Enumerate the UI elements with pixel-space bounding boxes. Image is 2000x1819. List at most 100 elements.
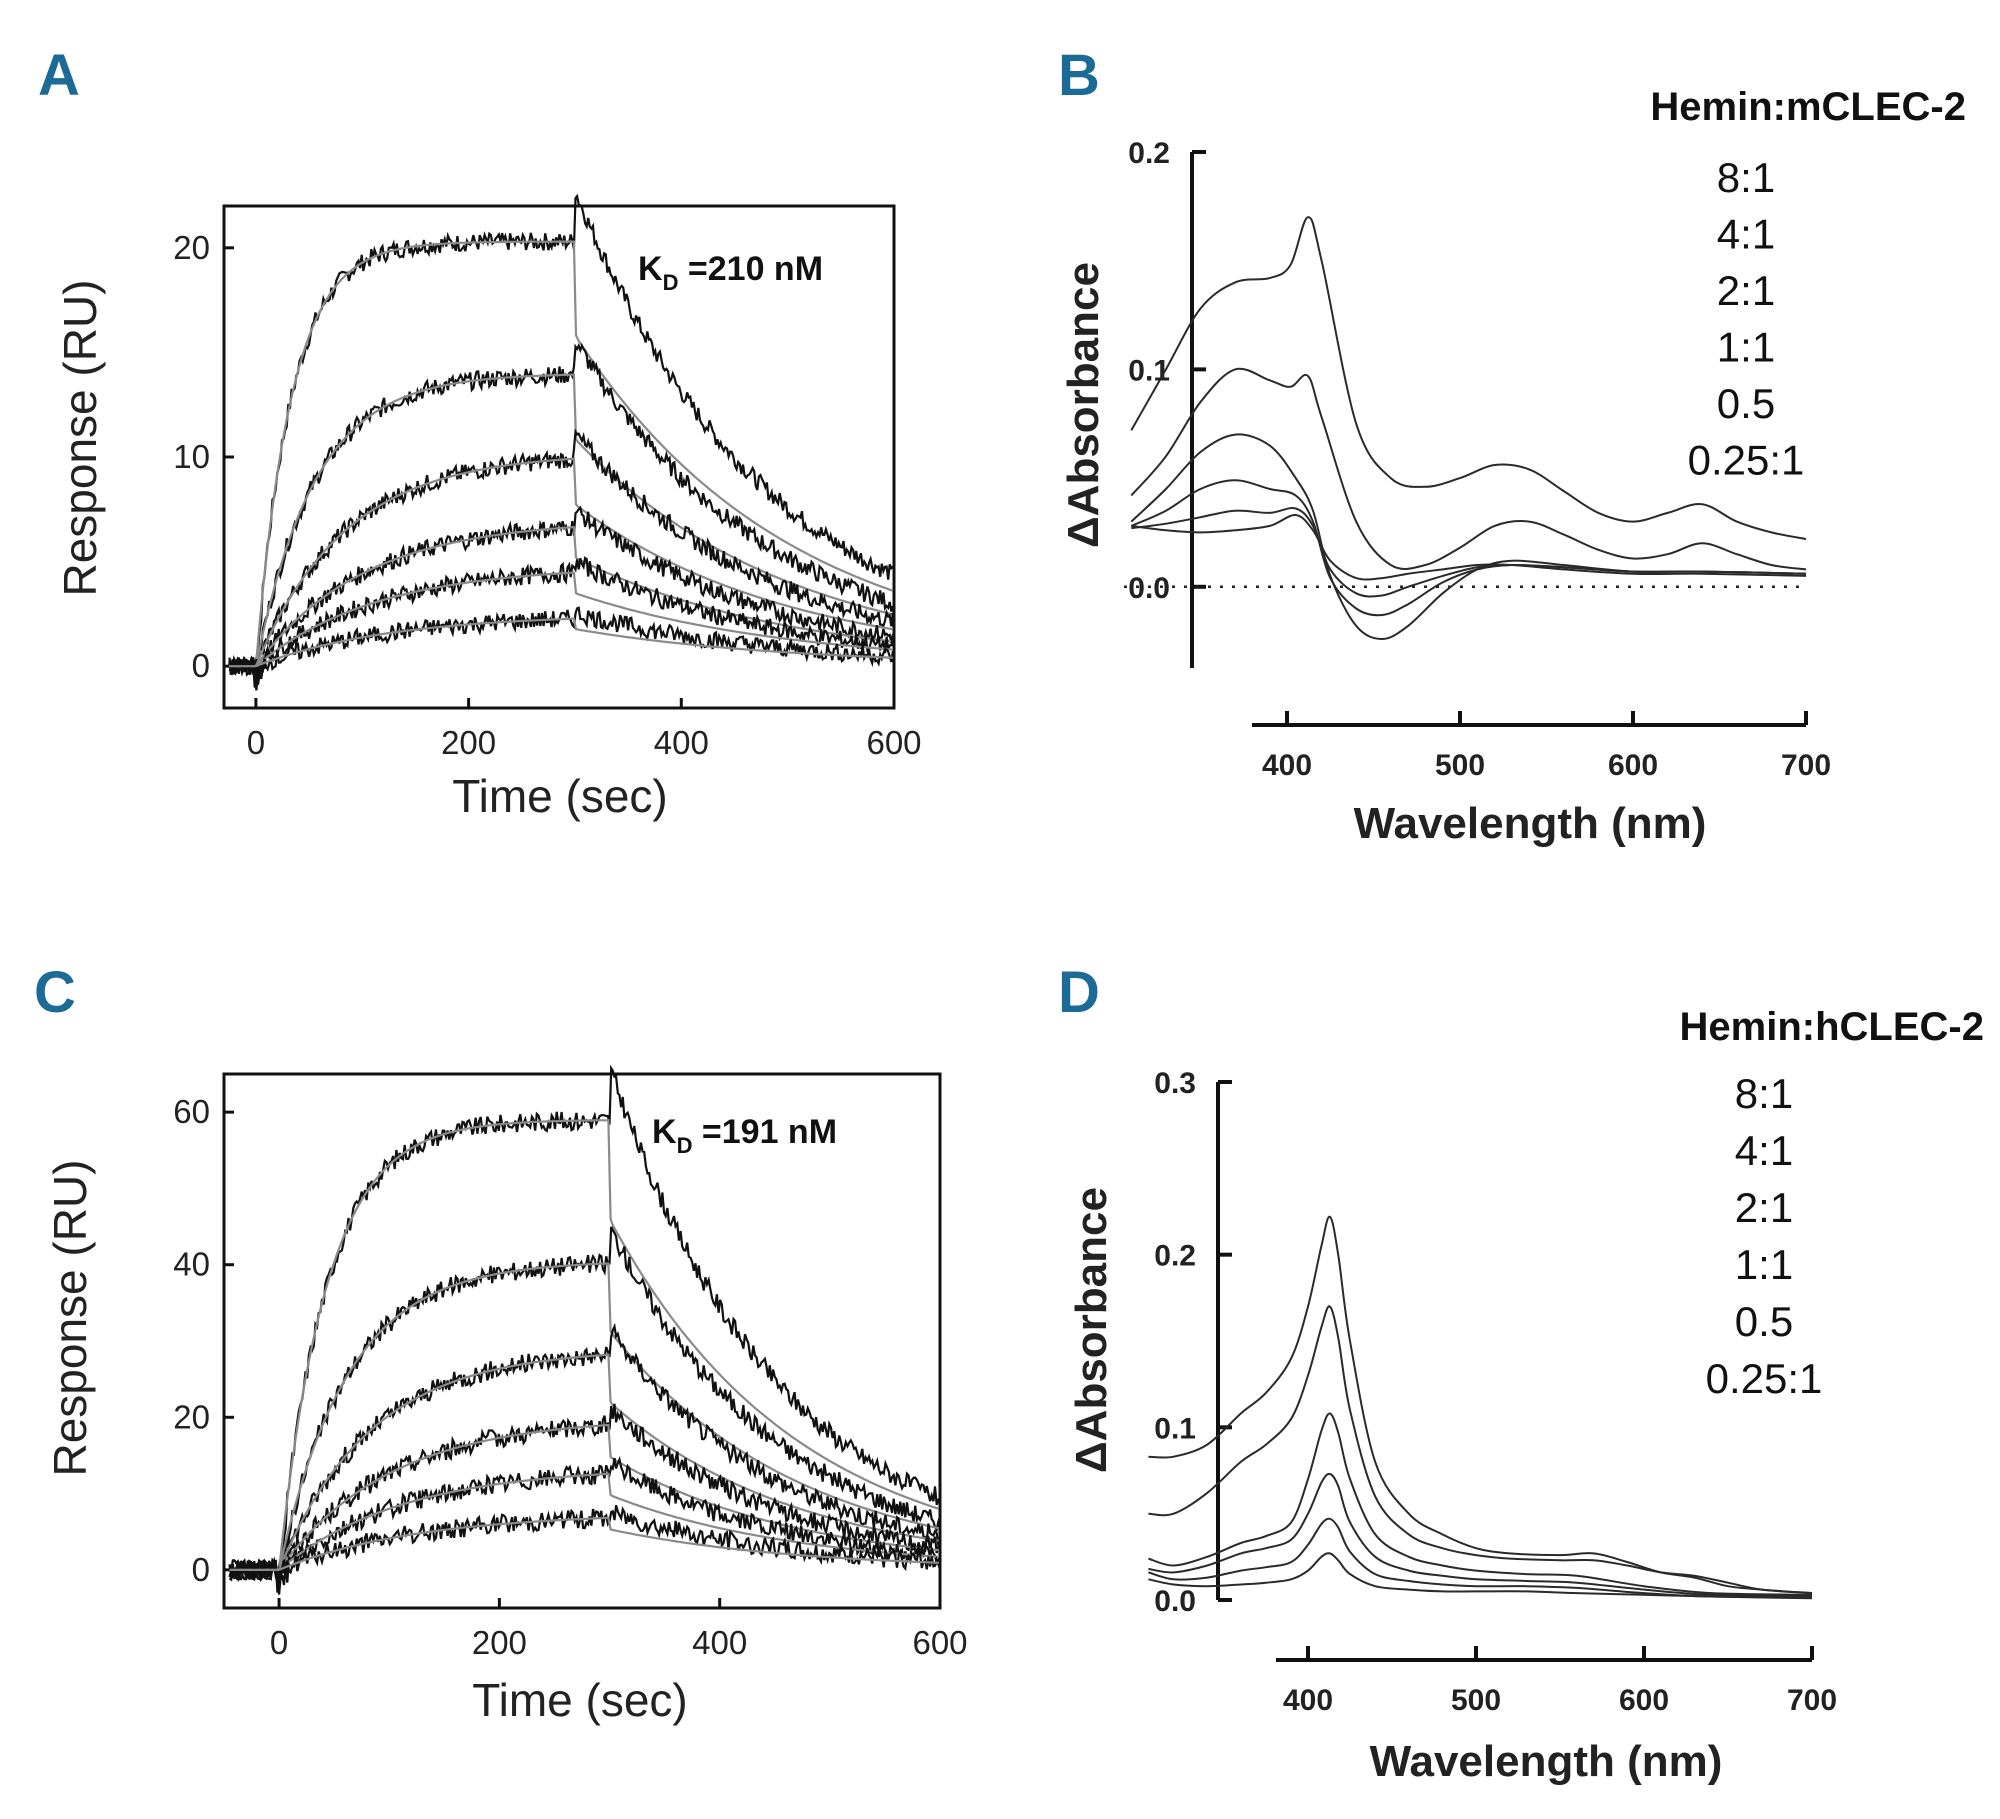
curves-b <box>1130 216 1807 641</box>
x-tick-label: 200 <box>472 1624 527 1661</box>
legend-item: 0.25:1 <box>1688 437 1805 484</box>
y-axis-title-b: ΔAbsorbance <box>1059 262 1108 548</box>
legend-item: 8:1 <box>1717 154 1775 201</box>
x-axis-title-d: Wavelength (nm) <box>1370 1737 1723 1786</box>
curves-d <box>1148 1215 1813 1600</box>
y-tick-label: 60 <box>173 1093 210 1130</box>
y-axis-title-d: ΔAbsorbance <box>1067 1187 1116 1473</box>
panel-letter-b: B <box>1058 43 1100 108</box>
fit-curve-2 <box>229 1262 940 1571</box>
data-trace-5 <box>228 556 894 688</box>
legend-item: 1:1 <box>1717 324 1775 371</box>
kd-annotation-a: KD =210 nM <box>638 250 823 295</box>
fit-curve-2 <box>229 373 894 668</box>
y-tick-label: 0.1 <box>1154 1412 1196 1445</box>
x-tick-label: 700 <box>1781 749 1831 782</box>
ticks-d: 0.0 0.1 0.2 0.3 400 500 600 700 <box>1154 1067 1837 1717</box>
y-tick-label: 10 <box>173 438 210 475</box>
ticks-c: 0 200 400 600 0 20 40 60 <box>173 1093 967 1661</box>
legend-title-b: Hemin:mCLEC-2 <box>1650 85 1966 129</box>
x-tick-label: 600 <box>866 724 921 761</box>
legend-item: 0.5 <box>1735 1298 1793 1345</box>
panel-letter-d: D <box>1058 960 1100 1025</box>
legend-item: 2:1 <box>1717 267 1775 314</box>
legend-item: 0.5 <box>1717 380 1775 427</box>
y-axis-title-a: Response (RU) <box>54 280 106 597</box>
x-axis-title-b: Wavelength (nm) <box>1354 799 1707 848</box>
y-tick-label: 0.0 <box>1154 1585 1196 1618</box>
x-tick-label: 400 <box>692 1624 747 1661</box>
x-axis-title-c: Time (sec) <box>472 1674 688 1726</box>
x-tick-label: 400 <box>1262 749 1312 782</box>
data-trace-3 <box>228 1322 941 1591</box>
data-trace-3 <box>228 428 894 685</box>
y-tick-label: 20 <box>173 1398 210 1435</box>
x-tick-label: 200 <box>441 724 496 761</box>
x-tick-label: 400 <box>654 724 709 761</box>
data-trace-2 <box>228 342 894 680</box>
x-tick-label: 0 <box>247 724 265 761</box>
y-tick-label: 0.1 <box>1128 354 1170 387</box>
fit-curve-6 <box>229 617 893 668</box>
spectrum-1-1 <box>1130 479 1807 617</box>
legend-item: 4:1 <box>1717 211 1775 258</box>
legend-d: 8:1 4:1 2:1 1:1 0.5 0.25:1 <box>1706 1070 1823 1402</box>
panel-b: B 0.0 0.1 0.2 400 500 600 700 Hemin:mCLEC-2 8:… <box>1058 43 1966 848</box>
fit-curve-4 <box>229 1423 939 1571</box>
legend-item: 4:1 <box>1735 1127 1793 1174</box>
fit-curve-3 <box>229 1353 940 1571</box>
spectrum-8-1 <box>1148 1215 1813 1595</box>
y-tick-label: 0.0 <box>1128 572 1170 605</box>
fit-curve-6 <box>229 1516 939 1571</box>
spectrum-1-1 <box>1148 1472 1813 1598</box>
panel-d: D 0.0 0.1 0.2 0.3 400 500 600 700 Hemin:hCLEC-2… <box>1058 960 1984 1786</box>
ticks-a: 0 200 400 600 0 10 20 <box>173 229 921 761</box>
panel-c: C 0 200 400 600 0 20 40 60 KD =191 nM Time (sec… <box>34 960 968 1726</box>
fit-curve-1 <box>229 240 894 668</box>
curves-a <box>228 193 894 691</box>
legend-title-d: Hemin:hCLEC-2 <box>1680 1005 1984 1049</box>
x-tick-label: 600 <box>1608 749 1658 782</box>
legend-b: 8:1 4:1 2:1 1:1 0.5 0.25:1 <box>1688 154 1805 484</box>
fit-curve-4 <box>229 525 894 668</box>
spectrum-0-25-1 <box>1148 1552 1813 1600</box>
y-tick-label: 0 <box>192 1551 210 1588</box>
y-tick-label: 0.3 <box>1154 1067 1196 1100</box>
legend-item: 1:1 <box>1735 1241 1793 1288</box>
data-trace-4 <box>228 1403 942 1593</box>
plot-frame-c <box>222 1072 942 1610</box>
x-tick-label: 0 <box>270 1624 288 1661</box>
panel-letter-a: A <box>38 43 80 108</box>
y-tick-label: 0.2 <box>1154 1240 1196 1273</box>
data-trace-5 <box>228 1456 942 1595</box>
x-tick-label: 500 <box>1435 749 1485 782</box>
x-tick-label: 600 <box>912 1624 967 1661</box>
x-tick-label: 700 <box>1787 1684 1837 1717</box>
y-tick-label: 40 <box>173 1246 210 1283</box>
spectrum-0-25-1 <box>1131 513 1807 581</box>
spectrum-0-5 <box>1148 1517 1813 1598</box>
spectrum-4-1 <box>1130 367 1807 571</box>
y-tick-label: 20 <box>173 229 210 266</box>
fit-curve-5 <box>229 1472 939 1571</box>
ticks-b: 0.0 0.1 0.2 400 500 600 700 <box>1124 137 1831 782</box>
fit-curve-5 <box>229 571 893 668</box>
fit-curve-1 <box>229 1119 940 1571</box>
x-tick-label: 400 <box>1283 1684 1333 1717</box>
y-axis-title-c: Response (RU) <box>44 1160 96 1477</box>
spectrum-0-5 <box>1131 507 1807 598</box>
x-axis-title-a: Time (sec) <box>452 770 668 822</box>
y-tick-label: 0.2 <box>1128 137 1170 170</box>
spectrum-8-1 <box>1130 216 1807 540</box>
spectrum-2-1 <box>1148 1412 1813 1596</box>
curves-c <box>228 1064 942 1595</box>
x-tick-label: 600 <box>1619 1684 1669 1717</box>
x-tick-label: 500 <box>1451 1684 1501 1717</box>
kd-annotation-c: KD =191 nM <box>652 1113 837 1158</box>
panel-letter-c: C <box>34 960 76 1025</box>
legend-item: 0.25:1 <box>1706 1355 1823 1402</box>
legend-item: 8:1 <box>1735 1070 1793 1117</box>
spectrum-4-1 <box>1148 1305 1813 1595</box>
